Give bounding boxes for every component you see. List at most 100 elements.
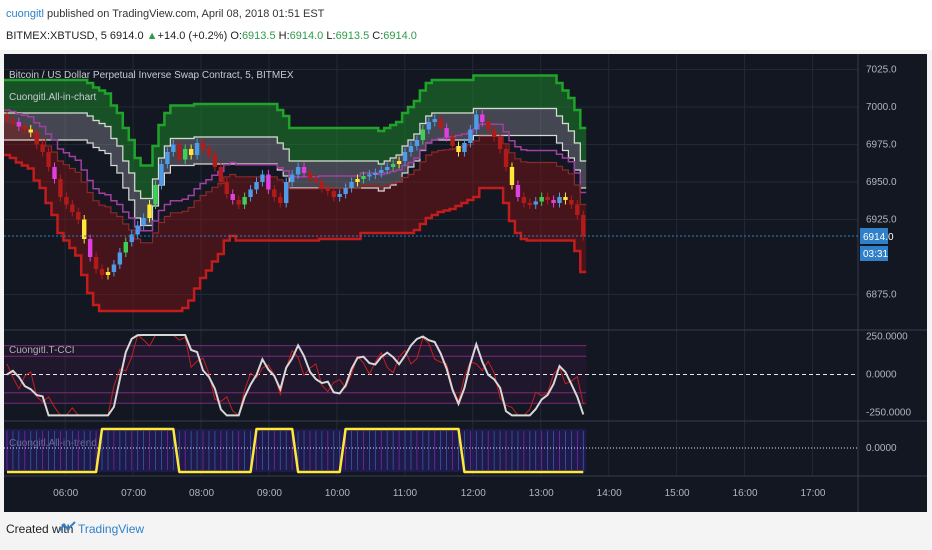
candle-body: [402, 152, 408, 161]
candle-body: [200, 143, 206, 149]
time-tick-label: 09:00: [257, 488, 282, 499]
green-band-fill: [4, 75, 587, 199]
candle-body: [420, 129, 426, 140]
close-value: 6914.0: [383, 30, 417, 42]
price-tick-label: 7000.0: [866, 102, 897, 113]
last-price-badge-label: 6914.0: [863, 232, 894, 243]
candle-body: [509, 167, 515, 185]
price-tick-label: 6950.0: [866, 177, 897, 188]
candle-body: [313, 179, 319, 182]
candle-body: [278, 197, 283, 203]
header: cuongitl published on TradingView.com, A…: [0, 0, 932, 50]
countdown-badge: [860, 246, 888, 261]
cci-indicator-title: Cuongitl.T-CCI: [9, 345, 75, 356]
candle-body: [16, 122, 22, 127]
candle-body: [40, 144, 45, 152]
open-label: O:: [230, 30, 242, 42]
time-tick-label: 16:00: [733, 488, 758, 499]
candle-body: [385, 167, 390, 170]
published-text: published on TradingView.com, April 08, …: [43, 8, 325, 20]
symbol-label: BITMEX:XBTUSD, 5: [6, 30, 107, 42]
candle-body: [325, 188, 330, 191]
candle-body: [349, 182, 354, 188]
candle-body: [367, 174, 372, 177]
candle-body: [218, 167, 224, 182]
last-price: 6914.0: [109, 30, 144, 42]
candle-body: [551, 200, 556, 203]
quote-line: BITMEX:XBTUSD, 5 6914.0 ▲+14.0 (+0.2%) O…: [6, 30, 417, 42]
candle-body: [533, 201, 538, 205]
change-value: +14.0 (+0.2%): [157, 30, 228, 42]
candle-body: [272, 189, 277, 197]
publish-line: cuongitl published on TradingView.com, A…: [6, 8, 324, 20]
red-mid-line: [4, 121, 587, 244]
candle-body: [426, 122, 431, 130]
close-label: C:: [372, 30, 384, 42]
candle-body: [497, 137, 503, 149]
candle-body: [82, 219, 87, 239]
candle-body: [462, 143, 467, 152]
candle-body: [414, 140, 420, 146]
time-tick-label: 08:00: [189, 488, 214, 499]
candle-body: [123, 242, 128, 253]
candle-body: [444, 128, 449, 137]
candle-body: [331, 191, 336, 197]
up-arrow-icon: ▲: [146, 30, 158, 42]
open-value: 6913.5: [241, 30, 276, 42]
price-tick-label: 7025.0: [866, 65, 897, 76]
candle-body: [432, 119, 437, 122]
candle-body: [129, 234, 134, 242]
candle-body: [93, 257, 99, 269]
candle-body: [379, 170, 384, 173]
candle-body: [177, 144, 182, 160]
chart-svg[interactable]: 7025.0 7000.0 6975.0 6950.0 6925.0 6875.0 6914…: [4, 54, 927, 512]
candle-body: [135, 225, 140, 235]
candle-body: [58, 179, 63, 197]
candle-body: [289, 174, 295, 182]
candle-body: [64, 197, 69, 205]
candle-body: [563, 197, 568, 200]
candle-body: [295, 167, 301, 175]
chart-area[interactable]: 7025.0 7000.0 6975.0 6950.0 6925.0 6875.0 6914…: [4, 54, 927, 512]
trend-tick-label: 0.0000: [866, 443, 897, 454]
candle-body: [194, 143, 200, 155]
tradingview-brand[interactable]: TradingView: [78, 522, 145, 536]
candle-body: [456, 146, 461, 152]
candle-body: [468, 129, 473, 143]
candle-body: [147, 204, 152, 218]
candle-body: [46, 152, 51, 167]
candle-body: [206, 149, 212, 155]
candle-body: [581, 215, 586, 236]
candle-body: [408, 146, 414, 152]
candle-body: [117, 252, 123, 265]
candle-body: [153, 185, 158, 205]
candle-body: [188, 149, 194, 155]
time-tick-label: 07:00: [121, 488, 146, 499]
candle-body: [260, 174, 265, 182]
main-indicator-title: Cuongitl.All-in-chart: [9, 92, 96, 103]
candle-body: [486, 122, 491, 130]
candle-body: [4, 114, 10, 119]
candle-body: [545, 197, 550, 200]
candle-body: [28, 129, 33, 133]
created-with-label: Created with: [6, 522, 74, 536]
price-tick-label: 6975.0: [866, 140, 897, 151]
candle-body: [212, 155, 218, 167]
tradingview-logo-icon: [58, 521, 76, 532]
countdown-label: 03:31: [863, 249, 888, 260]
candle-body: [171, 144, 176, 152]
candle-body: [361, 176, 366, 179]
last-price-badge: [860, 228, 888, 244]
candle-body: [503, 149, 509, 167]
candle-body: [527, 203, 533, 205]
candle-body: [34, 132, 39, 145]
time-tick-label: 15:00: [665, 488, 690, 499]
trend-yellow-line: [7, 427, 584, 474]
low-label: L:: [326, 30, 336, 42]
candle-body: [474, 114, 479, 130]
candle-body: [165, 152, 170, 164]
candle-body: [242, 197, 247, 205]
price-tick-label: 6875.0: [866, 290, 897, 301]
author-link[interactable]: cuongitl: [6, 8, 44, 20]
time-tick-label: 06:00: [53, 488, 78, 499]
